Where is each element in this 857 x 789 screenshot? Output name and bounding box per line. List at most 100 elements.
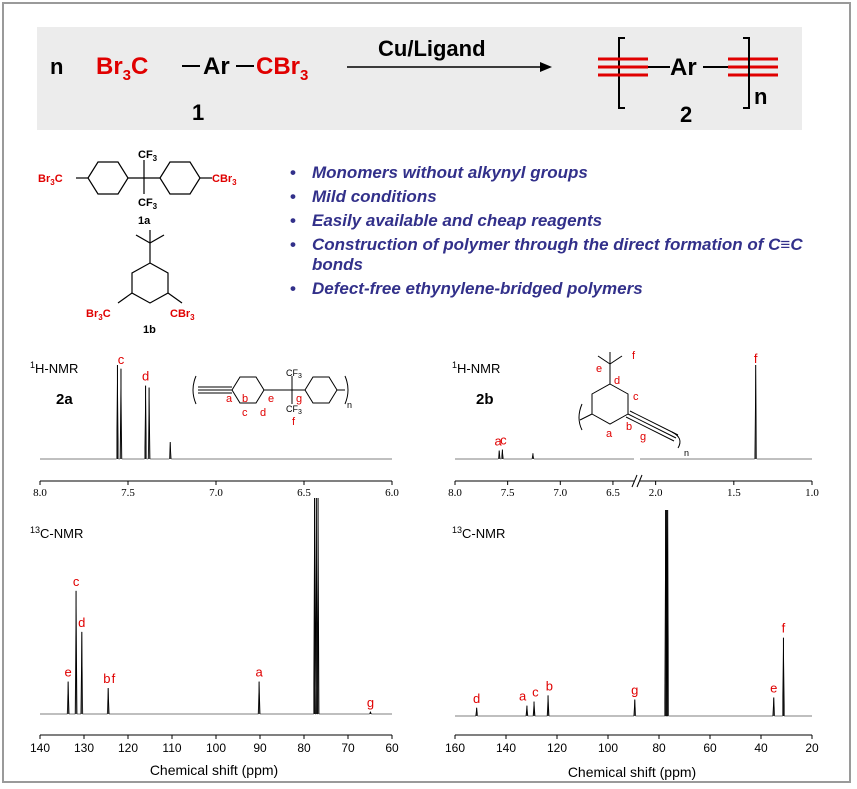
x-tick-label: 160 <box>445 741 465 755</box>
spectrum-trace <box>640 364 812 460</box>
x-tick-label: 90 <box>253 741 267 755</box>
struct-2b-label-g: g <box>640 431 646 443</box>
monomer-structures: Br3C CBr3 CF3 CF3 1a Br3C CBr3 1b <box>38 149 237 336</box>
feature-item: • Monomers without alkynyl groups <box>290 163 588 182</box>
compound-2-label: 2 <box>680 102 692 127</box>
x-tick-label: 80 <box>652 741 666 755</box>
x-tick-label: 100 <box>206 741 226 755</box>
monomer-1a <box>76 160 212 195</box>
product-n: n <box>754 84 767 109</box>
structure-2a <box>192 375 349 405</box>
spectrum-trace <box>40 364 392 460</box>
peak-label: d <box>142 369 149 384</box>
x-tick-label: 80 <box>297 741 311 755</box>
struct-2b-label-e: e <box>596 363 602 375</box>
x-tick-label: 140 <box>30 741 50 755</box>
struct-2a-label-e: e <box>268 393 274 405</box>
triple-bond-left <box>598 57 648 77</box>
struct-2b-label-d: d <box>614 375 620 387</box>
x-tick-label: 7.5 <box>121 487 135 499</box>
struct-2a-n: n <box>347 400 352 410</box>
compound-2b-label: 2b <box>476 391 494 408</box>
h-nmr-2a-label: 1H-NMR <box>30 360 78 376</box>
x-tick-label: 1.0 <box>805 487 819 499</box>
struct-2a-label-a: a <box>226 393 233 405</box>
reactant-left-group: Br3C <box>96 53 148 84</box>
label-1b: 1b <box>143 324 156 336</box>
c-nmr-2a-label: 13C-NMR <box>30 525 83 541</box>
struct-2a-label-c: c <box>242 407 248 419</box>
x-tick-label: 7.5 <box>501 487 515 499</box>
x-tick-label: 60 <box>703 741 717 755</box>
x-tick-label: 60 <box>385 741 399 755</box>
reaction-scheme-svg: n Br3C Ar CBr3 1 Cu/Ligand Ar n 2 <box>50 36 778 127</box>
feature-item: • Construction of polymer through the dir… <box>290 235 803 274</box>
triple-bond-right <box>728 57 778 77</box>
m1a-cf3-bottom: CF3 <box>138 197 158 211</box>
x-tick-label: 1.5 <box>727 487 741 499</box>
feature-item: • Defect-free ethynylene-bridged polymers <box>290 279 643 298</box>
peak-label: f <box>112 671 116 686</box>
x-tick-label: 140 <box>496 741 516 755</box>
x-tick-label: 6.5 <box>606 487 620 499</box>
x-tick-label: 6.0 <box>385 487 399 499</box>
peak-label: e <box>770 680 777 695</box>
axis-break-mark <box>631 474 638 488</box>
spectrum-trace <box>455 449 634 460</box>
struct-2b-n: n <box>684 448 689 458</box>
x-tick-label: 70 <box>341 741 355 755</box>
x-tick-label: 120 <box>547 741 567 755</box>
x-tick-label: 130 <box>74 741 94 755</box>
m1a-cf3-top: CF3 <box>138 149 158 163</box>
peak-label: c <box>500 433 507 448</box>
monomer-1b <box>117 230 183 304</box>
struct-2b-label-b: b <box>626 421 632 433</box>
peak-label: g <box>631 683 638 698</box>
x-tick-label: 110 <box>162 741 181 755</box>
reaction-scheme <box>37 27 802 130</box>
peak-label: a <box>495 434 503 449</box>
x-axis-label-2b: Chemical shift (ppm) <box>568 764 696 780</box>
compound-2a-label: 2a <box>56 391 73 408</box>
peak-label: e <box>65 665 72 680</box>
x-tick-label: 8.0 <box>448 487 462 499</box>
product-bracket-left <box>618 37 625 109</box>
struct-2a-label-d: d <box>260 407 266 419</box>
c-nmr-2b-label: 13C-NMR <box>452 525 505 541</box>
struct-2a-label-b: b <box>242 393 248 405</box>
peak-label: b <box>546 678 553 693</box>
h-nmr-2b-label: 1H-NMR <box>452 360 500 376</box>
peak-label: f <box>782 621 786 636</box>
reagent-label: Cu/Ligand <box>378 36 486 61</box>
m1b-right-group: CBr3 <box>170 308 195 322</box>
peak-label: a <box>256 665 264 680</box>
peak-label: d <box>473 691 480 706</box>
product-bracket-right <box>743 37 750 109</box>
reactant-ar: Ar <box>203 53 230 80</box>
x-tick-label: 8.0 <box>33 487 47 499</box>
m1b-left-group: Br3C <box>86 308 111 322</box>
x-tick-label: 20 <box>805 741 819 755</box>
structure-2b <box>578 352 681 449</box>
x-tick-label: 7.0 <box>553 487 567 499</box>
peak-label: c <box>73 574 80 589</box>
struct-2a-cf3-bottom: CF3 <box>286 404 302 416</box>
feature-list: • Monomers without alkynyl groups • Mild c… <box>290 163 835 303</box>
reactant-right-group: CBr3 <box>256 53 308 84</box>
spectrum-trace <box>40 497 392 715</box>
x-tick-label: 2.0 <box>649 487 663 499</box>
label-1a: 1a <box>138 215 151 227</box>
compound-1-label: 1 <box>192 100 204 125</box>
peak-label: c <box>118 352 125 367</box>
peak-label: d <box>78 615 85 630</box>
x-tick-label: 40 <box>754 741 768 755</box>
m1a-left-group: Br3C <box>38 173 63 187</box>
struct-2b-label-f: f <box>632 350 636 362</box>
x-axis-label-2a: Chemical shift (ppm) <box>150 762 278 778</box>
x-tick-label: 120 <box>118 741 138 755</box>
n-prefix: n <box>50 54 63 79</box>
struct-2a-label-g: g <box>296 393 302 405</box>
x-tick-label: 100 <box>598 741 618 755</box>
